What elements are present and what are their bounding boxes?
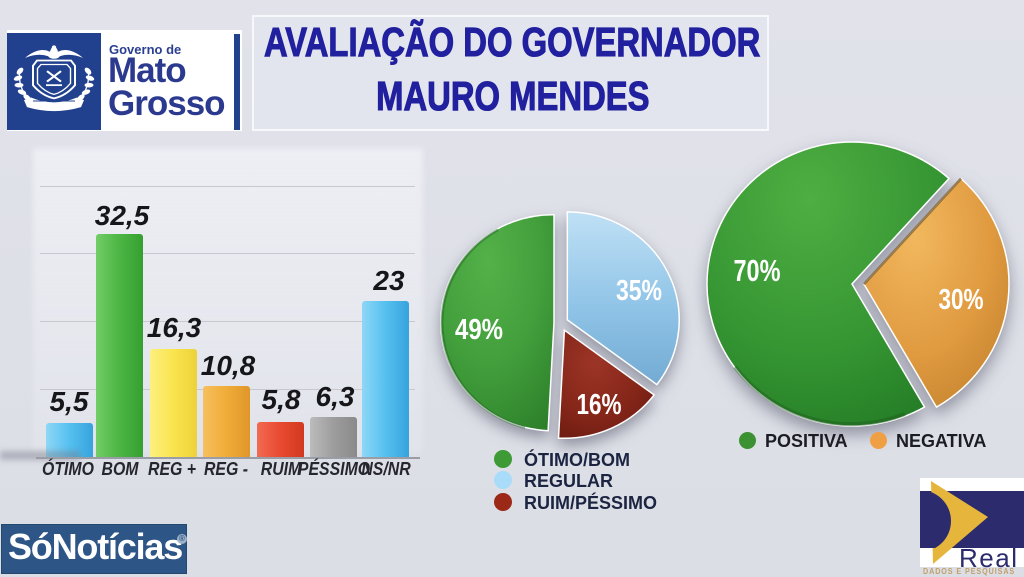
svg-text:16%: 16% bbox=[577, 389, 622, 421]
svg-text:49%: 49% bbox=[455, 314, 503, 346]
svg-text:70%: 70% bbox=[734, 253, 781, 288]
svg-text:30%: 30% bbox=[939, 284, 984, 316]
svg-text:35%: 35% bbox=[616, 275, 662, 307]
